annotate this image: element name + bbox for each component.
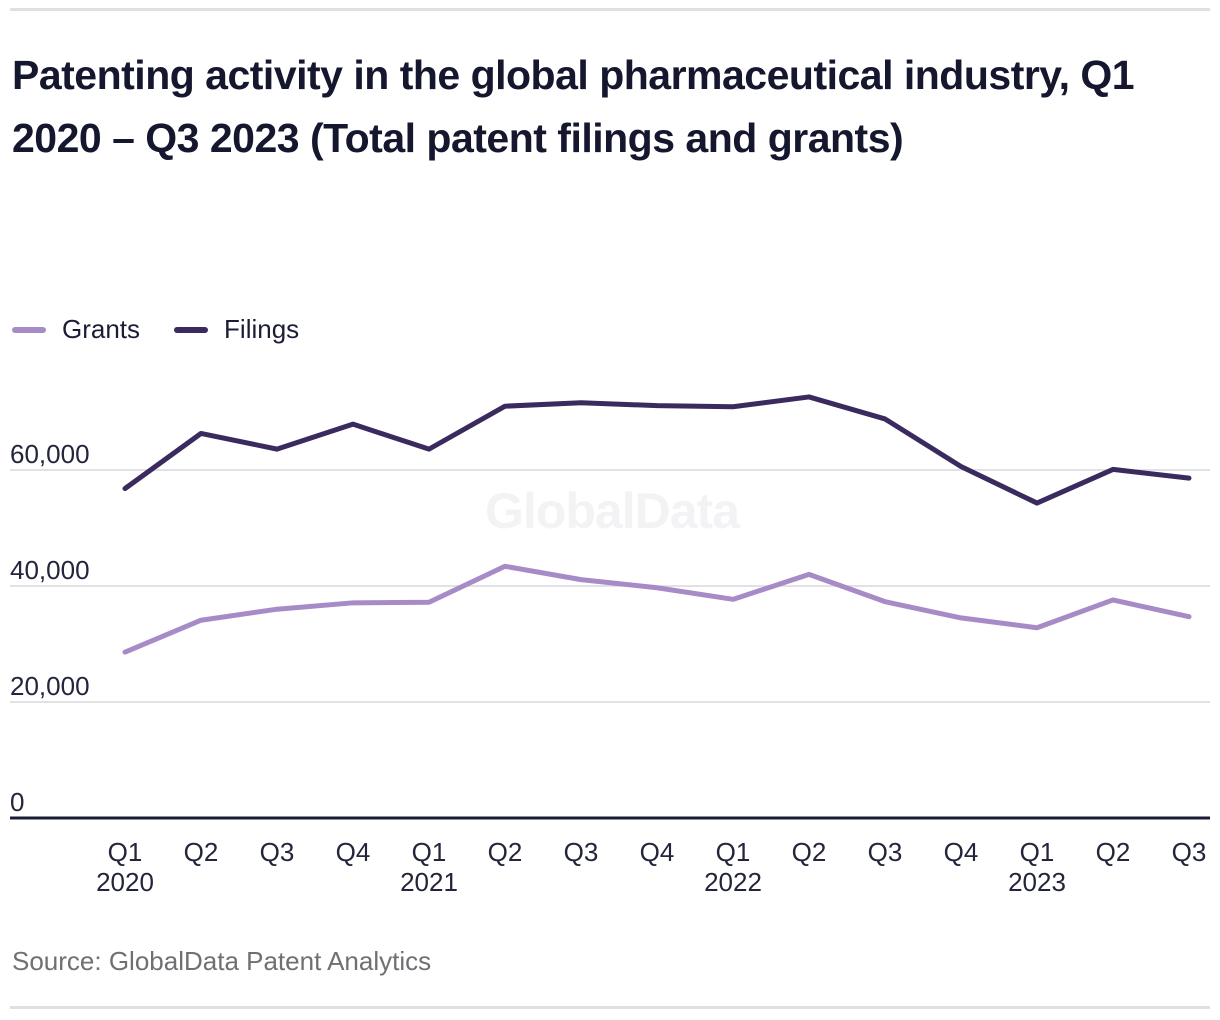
legend-item-grants: Grants — [12, 314, 140, 345]
x-tick-quarter: Q2 — [792, 837, 827, 867]
filings-line-swatch — [174, 326, 209, 333]
page-title: Patenting activity in the global pharmac… — [12, 52, 1135, 161]
x-tick-quarter: Q3 — [260, 837, 295, 867]
x-tick-quarter: Q4 — [640, 837, 675, 867]
y-tick-label: 0 — [10, 787, 24, 817]
legend-item-filings: Filings — [174, 314, 299, 345]
x-tick-quarter: Q4 — [336, 837, 371, 867]
globaldata-watermark: GlobalData — [485, 483, 741, 539]
x-tick-quarter: Q1 — [108, 837, 143, 867]
x-tick-year: 2023 — [1008, 867, 1066, 897]
x-tick-year: 2022 — [704, 867, 762, 897]
x-tick-quarter: Q2 — [184, 837, 219, 867]
top-divider — [10, 8, 1210, 11]
x-tick-quarter: Q3 — [1172, 837, 1207, 867]
x-tick-quarter: Q2 — [488, 837, 523, 867]
x-tick-quarter: Q1 — [716, 837, 751, 867]
grants-line-swatch — [12, 326, 46, 333]
x-tick-year: 2020 — [96, 867, 154, 897]
y-tick-label: 40,000 — [10, 555, 90, 585]
filings-line — [122, 394, 1192, 506]
x-tick-quarter: Q1 — [412, 837, 447, 867]
grants-line — [122, 563, 1192, 655]
x-tick-quarter: Q4 — [944, 837, 979, 867]
x-tick-quarter: Q2 — [1096, 837, 1131, 867]
bottom-divider — [10, 1006, 1210, 1009]
y-tick-label: 60,000 — [10, 439, 90, 469]
x-tick-quarter: Q1 — [1020, 837, 1055, 867]
x-tick-year: 2021 — [400, 867, 458, 897]
legend-label-grants: Grants — [62, 314, 141, 344]
chart-legend: Grants Filings — [12, 314, 299, 345]
x-tick-quarter: Q3 — [868, 837, 903, 867]
legend-label-filings: Filings — [224, 314, 300, 344]
x-tick-quarter: Q3 — [564, 837, 599, 867]
y-tick-label: 20,000 — [10, 671, 90, 701]
source-text: Source: GlobalData Patent Analytics — [12, 946, 432, 976]
